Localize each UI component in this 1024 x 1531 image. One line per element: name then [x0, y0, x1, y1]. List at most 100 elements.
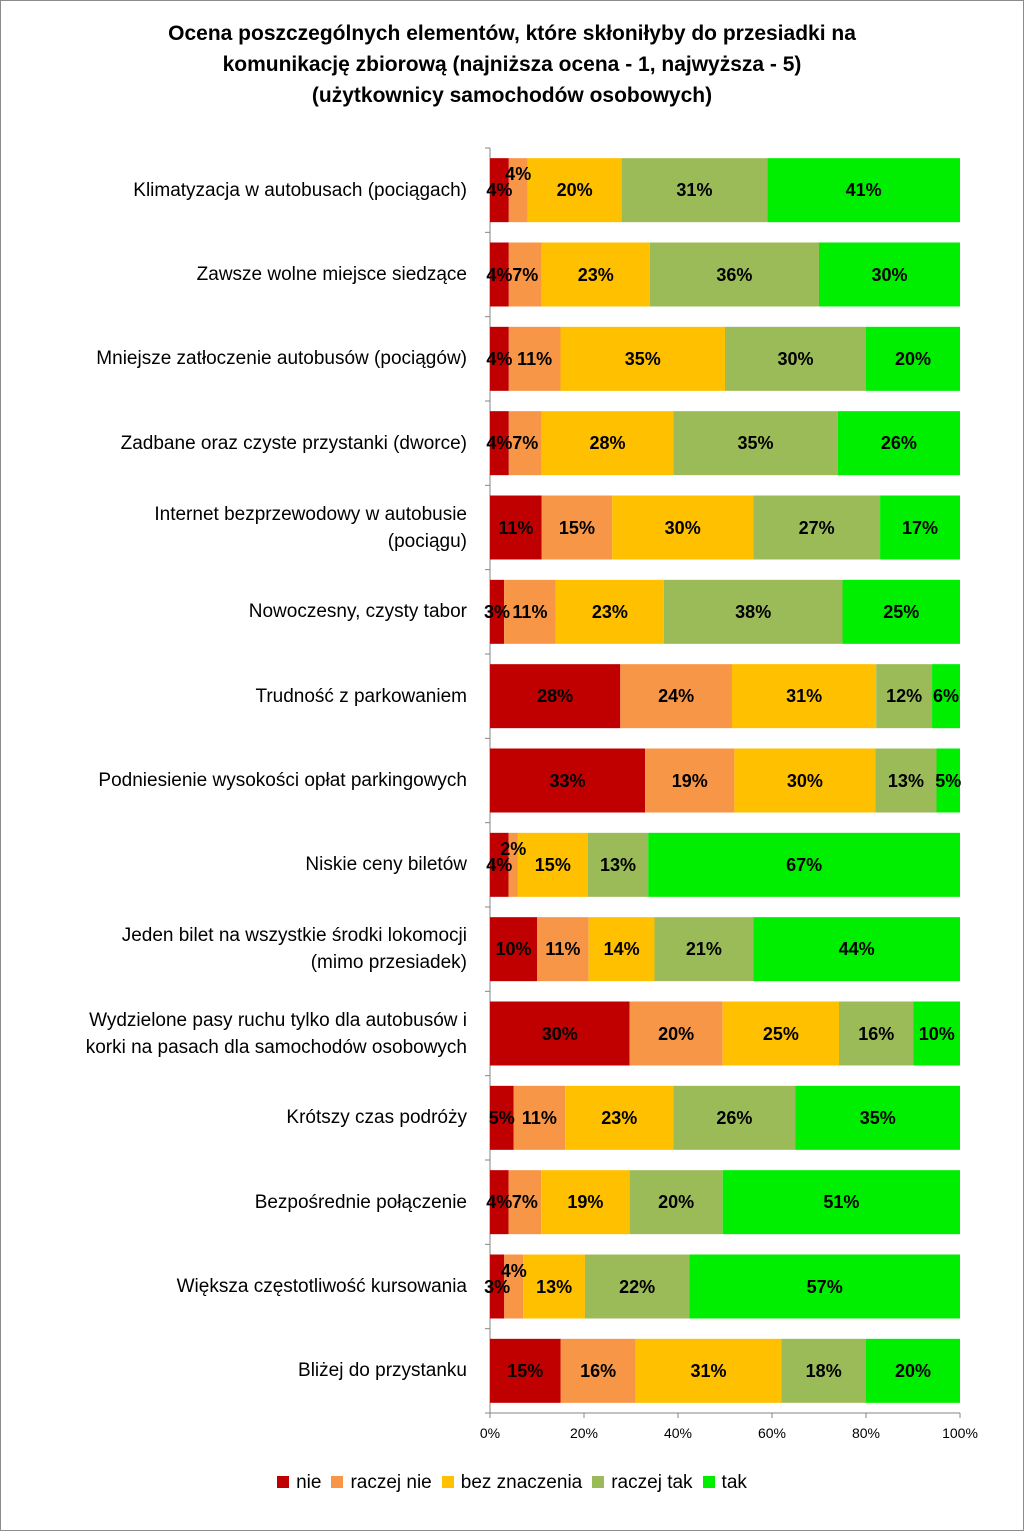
legend-item: nie [277, 1472, 321, 1494]
bar-segment [866, 326, 960, 391]
bar-segment [875, 748, 937, 813]
bar-segment [490, 495, 542, 560]
legend-swatch [592, 1476, 605, 1488]
bar-segment [490, 748, 646, 813]
category-label: Niskie ceny biletów [305, 854, 467, 876]
bar-segment [584, 1254, 690, 1319]
data-label: 35% [859, 1107, 896, 1128]
data-label: 26% [880, 433, 917, 454]
bar-segment [649, 242, 819, 307]
category-label: Krótszy czas podróży [286, 1107, 467, 1129]
category-label: Wydzielone pasy ruchu tylko dla autobusó… [85, 1009, 467, 1058]
data-label: 2% [500, 838, 527, 859]
bar-segment [490, 1170, 509, 1235]
data-label: 38% [735, 601, 772, 622]
legend-swatch [277, 1476, 290, 1488]
data-label: 15% [534, 854, 571, 875]
bar-segment [731, 664, 877, 729]
bar-segment [490, 917, 537, 982]
bar-segment [781, 1338, 866, 1403]
bar-segment [880, 495, 960, 560]
bar-segment [673, 411, 838, 476]
data-label: 20% [894, 348, 932, 369]
data-label: 31% [676, 180, 713, 201]
bar-segment [663, 579, 843, 644]
bar-segment [508, 326, 561, 391]
bar-segment [722, 1170, 960, 1235]
data-label: 30% [541, 1023, 578, 1044]
x-tick-label: 40% [663, 1425, 693, 1441]
data-label: 7% [511, 1192, 538, 1213]
data-label: 15% [507, 1360, 544, 1381]
data-label: 11% [521, 1107, 557, 1128]
category-label: Jeden bilet na wszystkie środki lokomocj… [121, 925, 467, 974]
bar-segment [508, 242, 542, 307]
data-label: 4% [486, 1192, 513, 1213]
data-label: 17% [902, 517, 939, 538]
bar-segment [753, 917, 960, 982]
data-label: 26% [716, 1107, 753, 1128]
data-label: 27% [798, 517, 835, 538]
bar-segment [490, 1254, 505, 1319]
bar-segment [555, 579, 664, 644]
data-label: 5% [488, 1107, 515, 1128]
bar-segment [722, 1001, 840, 1066]
data-label: 20% [894, 1360, 932, 1381]
data-label: 15% [558, 517, 595, 538]
bar-segment [490, 1001, 630, 1066]
data-label: 3% [484, 601, 511, 622]
category-label: Zawsze wolne miejsce siedzące [196, 264, 467, 285]
category-label: Podniesienie wysokości opłat parkingowyc… [98, 770, 467, 791]
data-label: 35% [737, 433, 774, 454]
x-tick-label: 100% [942, 1425, 978, 1441]
x-tick-label: 80% [851, 1425, 881, 1441]
data-label: 21% [685, 939, 722, 960]
bar-segment [588, 917, 655, 982]
data-label: 13% [536, 1276, 573, 1297]
bar-segment [913, 1001, 960, 1066]
data-label: 23% [601, 1107, 638, 1128]
data-label: 33% [549, 770, 586, 791]
x-tick-label: 20% [569, 1425, 599, 1441]
bar-segment [620, 664, 732, 729]
bar-segment [490, 1338, 561, 1403]
data-label: 18% [805, 1360, 842, 1381]
data-label: 30% [664, 517, 701, 538]
data-label: 12% [886, 686, 923, 707]
data-label: 4% [486, 433, 513, 454]
bar-segment [839, 1001, 914, 1066]
bar-segment [645, 748, 735, 813]
data-label: 19% [567, 1192, 604, 1213]
bar-segment [673, 1085, 796, 1150]
bar-segment [635, 1338, 782, 1403]
bar-segment [490, 242, 509, 307]
bar-segment [508, 832, 518, 897]
data-label: 4% [486, 348, 513, 369]
data-label: 4% [505, 164, 532, 185]
chart-title-line-2: komunikację zbiorową (najniższa ocena - … [222, 53, 802, 76]
legend-label: bez znaczenia [460, 1472, 583, 1493]
data-label: 7% [512, 264, 539, 285]
bar-segment [508, 158, 528, 223]
data-label: 10% [495, 939, 532, 960]
bar-segment [837, 411, 960, 476]
bar-segment [490, 411, 509, 476]
data-label: 67% [786, 854, 823, 875]
bar-segment [527, 158, 622, 223]
data-label: 57% [806, 1276, 843, 1297]
bar-segment [648, 832, 960, 897]
bar-segment [612, 495, 754, 560]
bar-segment [795, 1085, 960, 1150]
data-label: 23% [591, 601, 628, 622]
data-label: 7% [512, 433, 539, 454]
chart-title-line-1: Ocena poszczególnych elementów, które sk… [168, 22, 856, 45]
bar-segment [508, 411, 542, 476]
bar-segment [725, 326, 866, 391]
bar-segment [490, 1085, 514, 1150]
data-label: 4% [500, 1260, 527, 1281]
bar-segment [508, 1170, 542, 1235]
data-label: 14% [603, 939, 640, 960]
legend-item: raczej tak [592, 1472, 693, 1494]
legend-swatch [702, 1476, 715, 1488]
data-label: 25% [883, 601, 920, 622]
